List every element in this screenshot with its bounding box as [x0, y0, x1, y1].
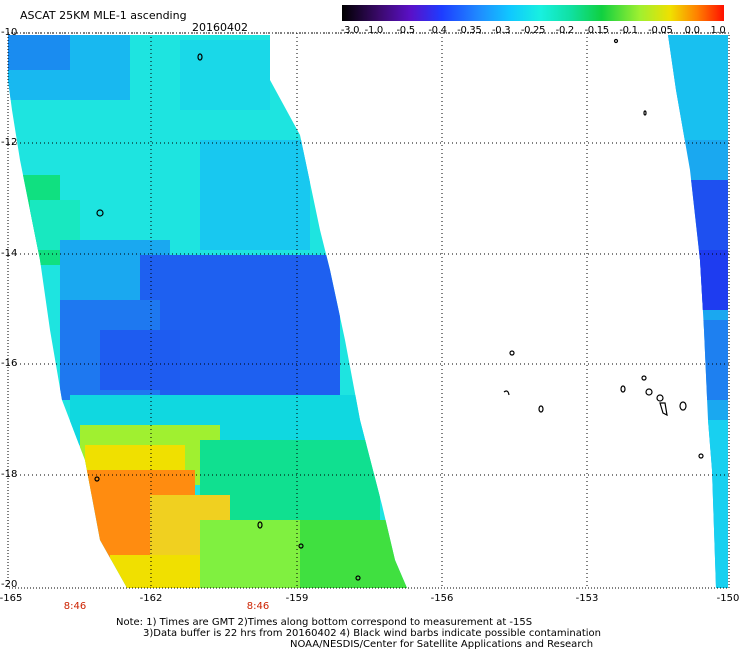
latitude-tick: -20: [1, 579, 18, 590]
swath-west: [8, 35, 407, 588]
latitude-tick: -10: [1, 27, 18, 38]
date-label: 20160402: [192, 21, 248, 34]
longitude-tick: -150: [716, 593, 740, 604]
page-title: ASCAT 25KM MLE-1 ascending: [20, 9, 187, 22]
footnote-line-1: Note: 1) Times are GMT 2)Times along bot…: [116, 617, 533, 628]
longitude-tick: -156: [430, 593, 454, 604]
color-scale-tick-label: -0.05: [648, 25, 673, 36]
longitude-tick: -162: [139, 593, 163, 604]
longitude-tick: -153: [575, 593, 599, 604]
latitude-tick: -16: [1, 358, 18, 369]
color-scale-tick-label: -1.0: [364, 25, 384, 36]
color-scale-tick-label: -0.3: [492, 25, 511, 36]
island-contours: [94, 38, 704, 581]
latitude-tick: -14: [1, 248, 18, 259]
footnote-line-3: NOAA/NESDIS/Center for Satellite Applica…: [290, 639, 594, 650]
color-scale-tick-label: -0.1: [619, 25, 638, 36]
longitude-tick: -165: [0, 593, 23, 604]
color-scale-tick-label: -0.2: [555, 25, 575, 36]
color-scale-tick-label: -0.4: [428, 25, 447, 36]
color-scale-tick-label: -0.15: [584, 25, 609, 36]
swath-east: [668, 35, 728, 588]
color-scale-tick-label: -3.0: [340, 25, 360, 36]
measurement-time-label: 8:46: [246, 601, 270, 612]
color-scale-tick-label: -0.35: [457, 25, 482, 36]
color-scale-tick-label: 1.0: [710, 25, 726, 36]
color-scale-tick-label: 0.0: [684, 25, 700, 36]
footnote-line-2: 3)Data buffer is 22 hrs from 20160402 4)…: [143, 628, 601, 639]
color-scale-bar: [342, 5, 724, 21]
latitude-tick: -12: [1, 137, 18, 148]
color-scale-tick-label: -0.25: [520, 25, 546, 36]
latitude-tick: -18: [1, 469, 18, 480]
measurement-time-label: 8:46: [63, 601, 87, 612]
color-scale-tick-label: -0.5: [396, 25, 416, 36]
longitude-tick: -159: [285, 593, 309, 604]
